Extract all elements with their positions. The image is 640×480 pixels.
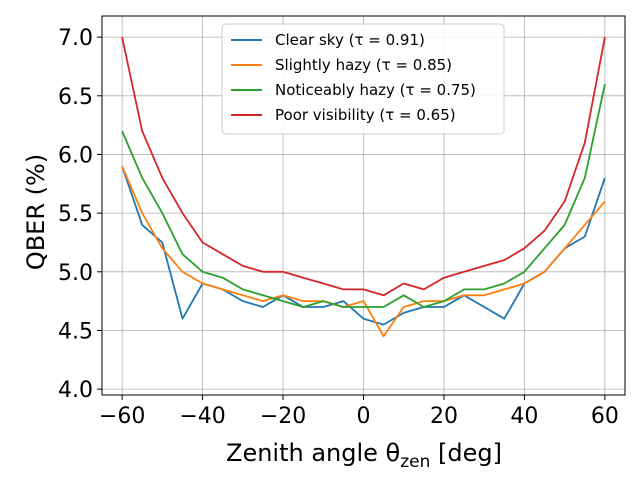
x-tick-label: −20 [260,404,306,429]
legend-label: Poor visibility (τ = 0.65) [275,106,456,124]
x-tick-label: −60 [99,404,145,429]
series-line [121,36,606,297]
series-lines [121,36,606,338]
x-tick-label: −40 [179,404,225,429]
x-tick-label: 20 [430,404,458,429]
y-tick-label: 5.5 [58,202,93,227]
legend-label: Noticeably hazy (τ = 0.75) [275,81,476,99]
series-line [121,165,606,338]
y-tick-label: 6.5 [58,85,93,110]
legend-label: Slightly hazy (τ = 0.85) [275,56,452,74]
y-tick-label: 6.0 [58,143,93,168]
y-tick-label: 7.0 [58,26,93,51]
y-axis-title: QBER (%) [22,154,50,270]
legend-box [221,23,505,135]
y-ticks: 4.0 4.5 5.0 5.5 6.0 6.5 7.0 [58,26,102,403]
legend-label: Clear sky (τ = 0.91) [275,31,425,49]
y-tick-label: 4.0 [58,378,93,403]
series-line [121,83,606,308]
x-ticks: −60 −40 −20 0 20 40 60 [99,395,619,429]
y-tick-label: 5.0 [58,261,93,286]
x-tick-label: 0 [357,404,371,429]
x-tick-label: 40 [510,404,538,429]
x-axis-title: Zenith angle θzen [deg] [226,439,502,472]
x-tick-label: 60 [591,404,619,429]
y-tick-label: 4.5 [58,319,93,344]
legend: Clear sky (τ = 0.91) Slightly hazy (τ = 0… [221,23,505,135]
